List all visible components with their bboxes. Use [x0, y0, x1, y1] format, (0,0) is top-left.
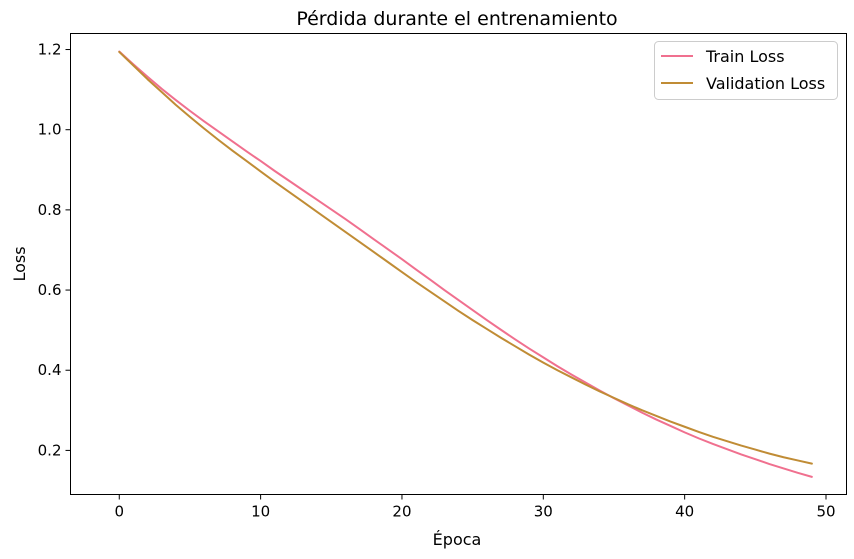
- x-axis-ticks: 0 10 20 30 40 50: [114, 494, 836, 521]
- y-tick-label: 0.4: [38, 361, 62, 379]
- y-tick-label: 1.2: [38, 41, 62, 59]
- y-tick-label: 0.6: [38, 281, 62, 299]
- x-axis-label: Época: [433, 530, 482, 549]
- y-tick-label: 0.2: [38, 441, 62, 459]
- x-tick-label: 30: [534, 503, 553, 521]
- legend-box: [654, 41, 838, 100]
- x-tick-label: 50: [816, 503, 835, 521]
- plot-area: [70, 33, 847, 495]
- x-tick-label: 10: [251, 503, 270, 521]
- x-tick-label: 40: [675, 503, 694, 521]
- y-axis-label: Loss: [10, 246, 29, 281]
- series-line-train-loss: [118, 50, 813, 478]
- legend-label-train-loss: Train Loss: [705, 47, 785, 66]
- legend-label-validation-loss: Validation Loss: [706, 74, 825, 93]
- y-tick-label: 0.8: [38, 201, 62, 219]
- axes-frame: [70, 33, 847, 495]
- x-tick-label: 0: [114, 503, 124, 521]
- x-tick-label: 20: [392, 503, 411, 521]
- series-line-validation-loss: [118, 50, 813, 465]
- y-axis-ticks: 0.2 0.4 0.6 0.8 1.0 1.2: [38, 41, 71, 459]
- chart-title: Pérdida durante el entrenamiento: [296, 8, 617, 30]
- legend: Train Loss Validation Loss: [654, 41, 838, 100]
- y-tick-label: 1.0: [38, 121, 62, 139]
- series-lines: [118, 50, 813, 478]
